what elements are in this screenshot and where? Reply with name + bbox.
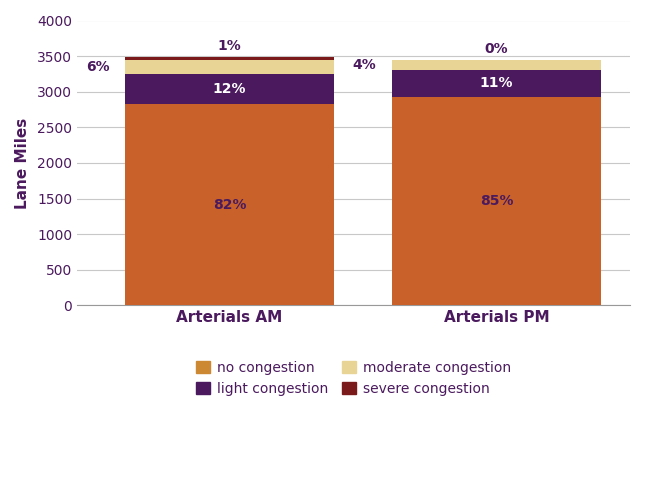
Bar xyxy=(392,60,601,70)
Bar xyxy=(124,57,334,60)
Text: 1%: 1% xyxy=(217,39,241,53)
Y-axis label: Lane Miles: Lane Miles xyxy=(15,117,30,208)
Text: 0%: 0% xyxy=(484,42,508,56)
Bar xyxy=(124,74,334,104)
Text: 6%: 6% xyxy=(86,60,110,74)
Bar xyxy=(392,97,601,305)
Text: 11%: 11% xyxy=(480,76,513,90)
Text: 4%: 4% xyxy=(353,58,376,72)
Text: 82%: 82% xyxy=(213,198,246,212)
Bar xyxy=(392,70,601,97)
Bar xyxy=(124,60,334,74)
Bar xyxy=(124,104,334,305)
Text: 85%: 85% xyxy=(480,194,513,208)
Legend: no congestion, light congestion, moderate congestion, severe congestion: no congestion, light congestion, moderat… xyxy=(190,355,517,401)
Text: 12%: 12% xyxy=(213,82,246,96)
